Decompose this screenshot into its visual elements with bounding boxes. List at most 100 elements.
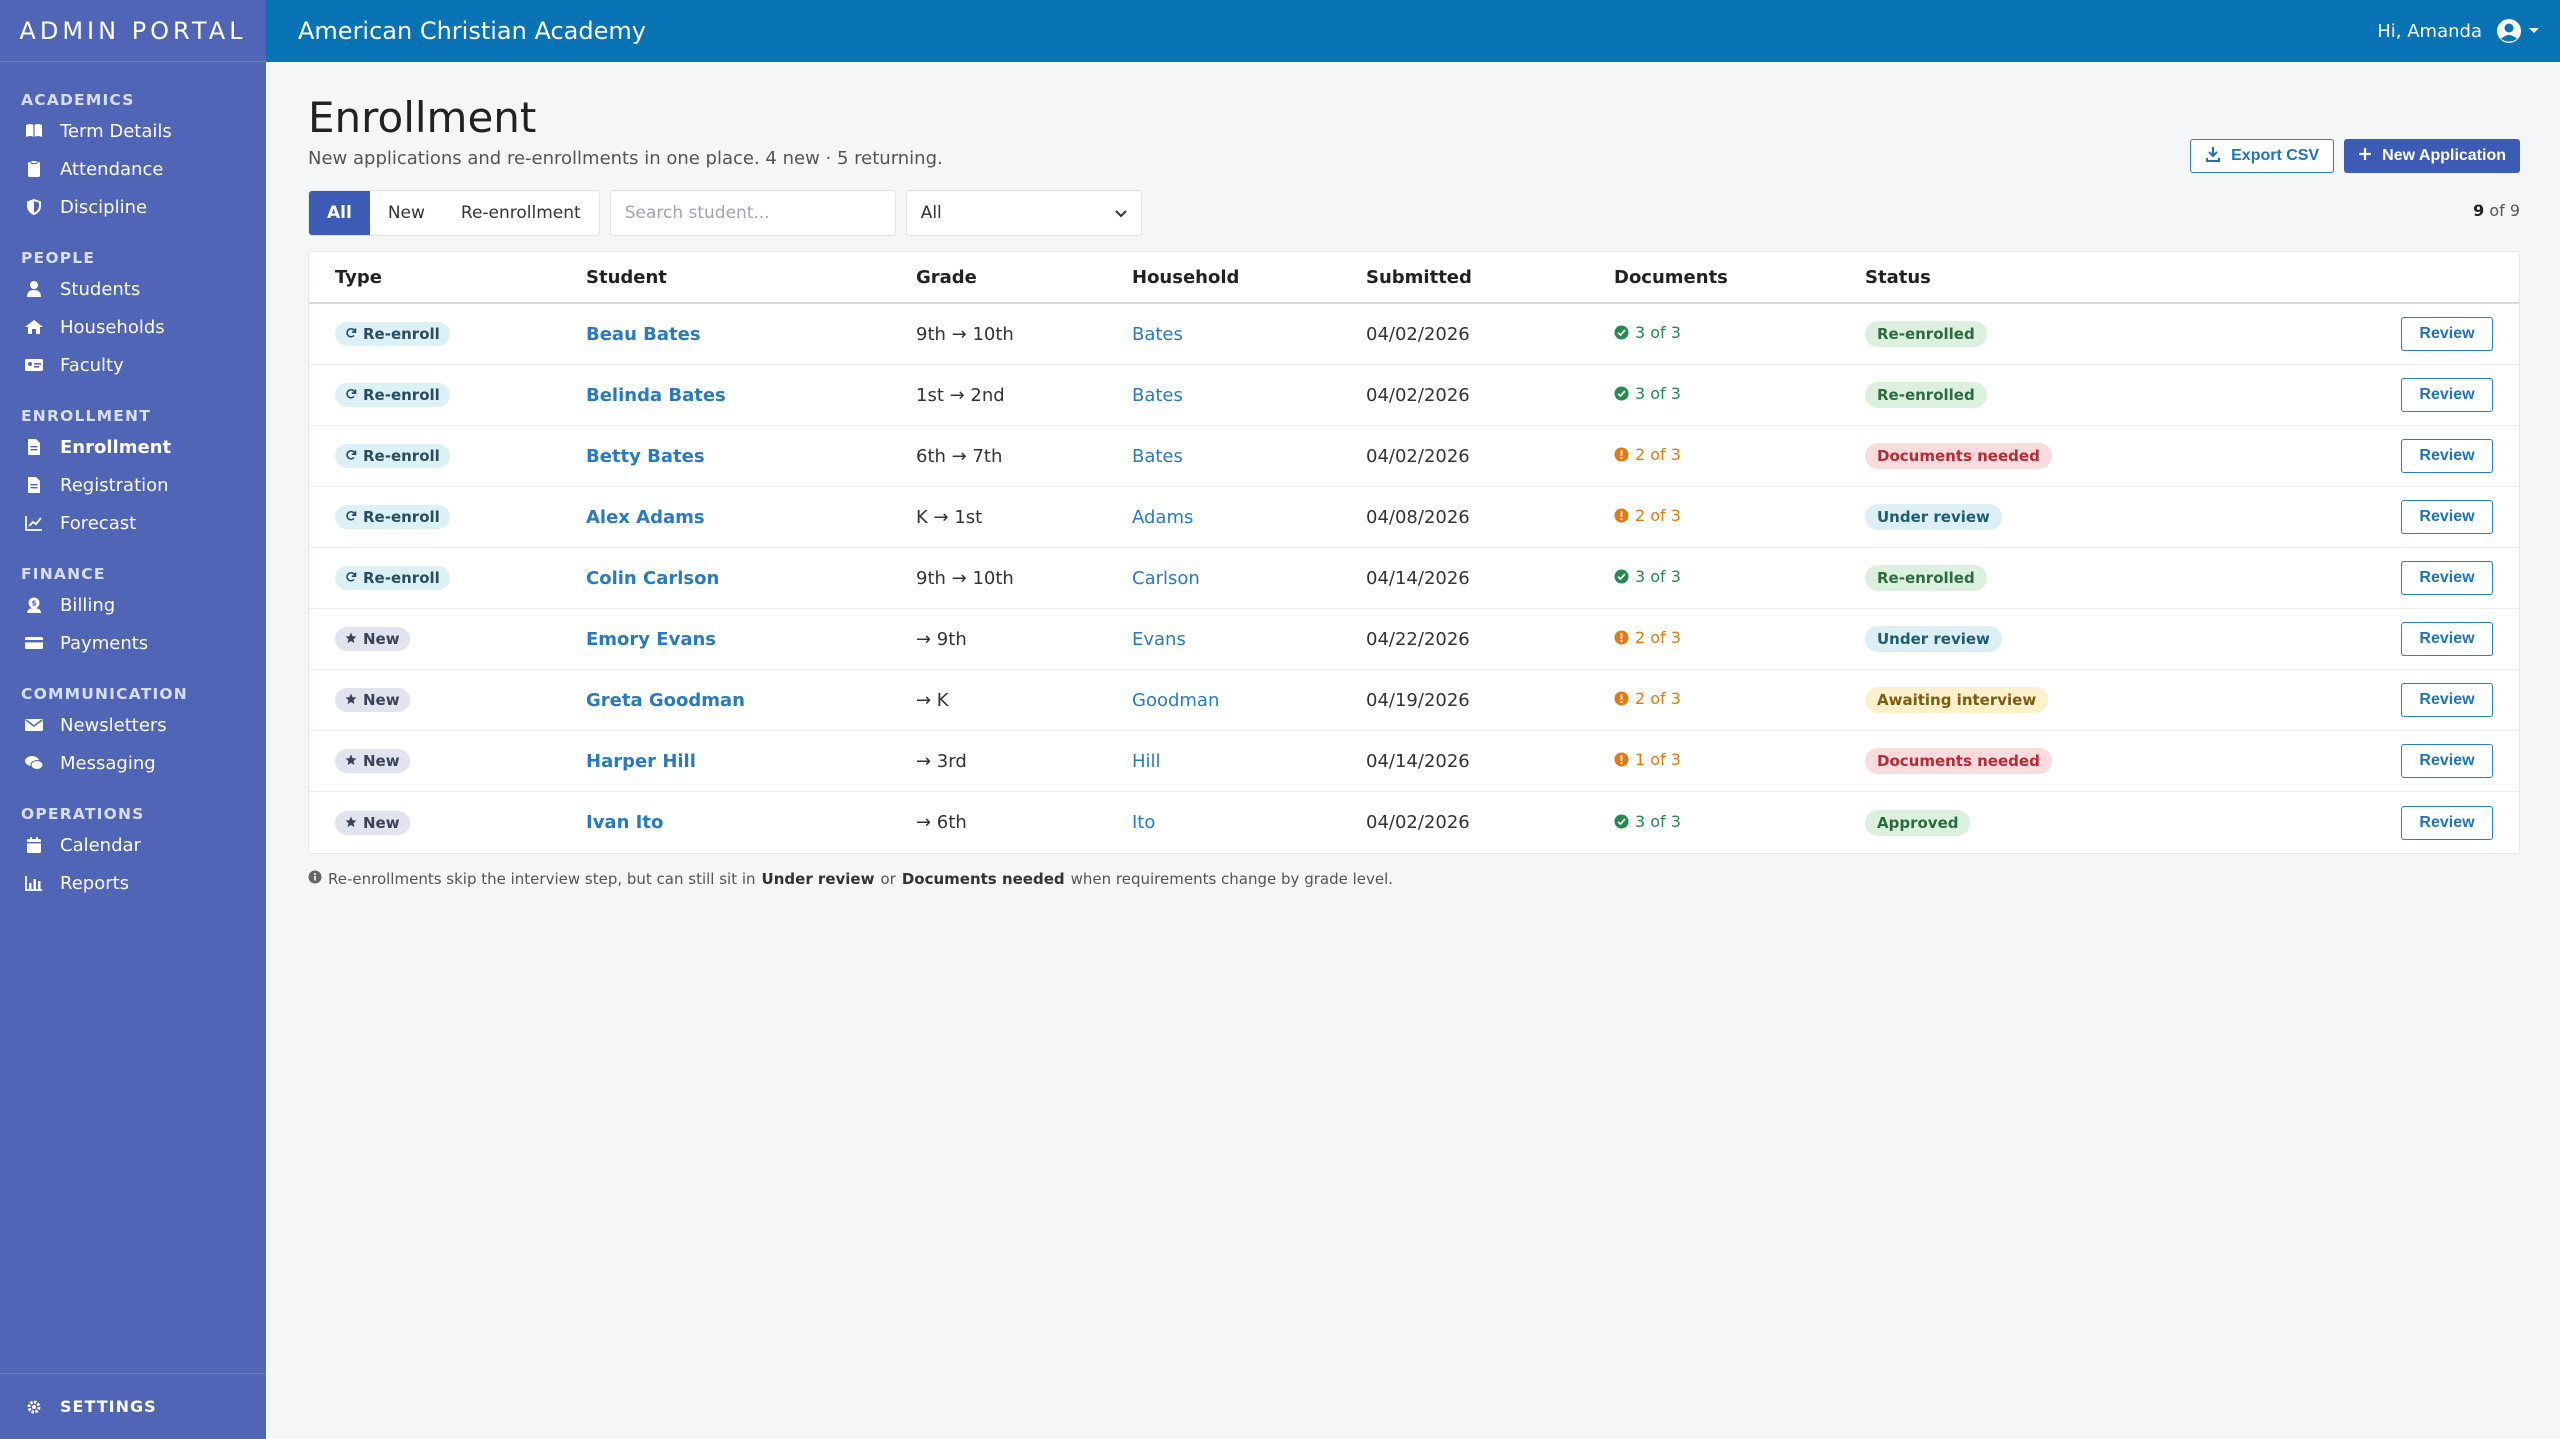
student-link[interactable]: Betty Bates: [586, 445, 705, 467]
household-link[interactable]: Ito: [1132, 812, 1156, 833]
household-link[interactable]: Goodman: [1132, 689, 1220, 711]
cell-actions: Review: [2399, 561, 2519, 595]
household-link[interactable]: Carlson: [1132, 567, 1200, 589]
check-circle-icon: [1614, 386, 1629, 401]
status-badge: Re-enrolled: [1865, 382, 1987, 408]
household-link[interactable]: Evans: [1132, 628, 1186, 650]
brand-logo: ADMIN PORTAL: [0, 0, 266, 62]
review-button[interactable]: Review: [2401, 561, 2493, 595]
household-link[interactable]: Adams: [1132, 506, 1194, 528]
type-badge: Re-enroll: [335, 505, 450, 529]
sidebar-item-payments[interactable]: Payments: [0, 624, 266, 662]
cell-grade: 9th → 10th: [916, 567, 1014, 589]
check-circle-icon: [1614, 814, 1629, 829]
sidebar-item-registration[interactable]: Registration: [0, 466, 266, 504]
result-count-shown: 9: [2473, 201, 2485, 220]
sidebar-item-households[interactable]: Households: [0, 308, 266, 346]
header-submitted[interactable]: Submitted: [1366, 266, 1472, 288]
user-menu[interactable]: Hi, Amanda: [2377, 18, 2540, 44]
settings-button[interactable]: SETTINGS: [0, 1373, 266, 1439]
sidebar-item-label: Billing: [60, 594, 116, 616]
type-badge: Re-enroll: [335, 566, 450, 590]
sidebar-item-faculty[interactable]: Faculty: [0, 346, 266, 384]
refresh-icon: [345, 569, 357, 587]
sidebar-item-enrollment[interactable]: Enrollment: [0, 428, 266, 466]
header-student[interactable]: Student: [586, 266, 667, 288]
cell-household: Bates: [1132, 446, 1366, 467]
household-link[interactable]: Bates: [1132, 323, 1183, 345]
table-header: Type Student Grade Household Submitted D…: [309, 252, 2519, 304]
type-badge: Re-enroll: [335, 383, 450, 407]
status-badge: Documents needed: [1865, 748, 2052, 774]
sidebar-item-discipline[interactable]: Discipline: [0, 188, 266, 226]
cell-grade: → 9th: [916, 628, 967, 650]
review-button[interactable]: Review: [2401, 622, 2493, 656]
review-button[interactable]: Review: [2401, 439, 2493, 473]
review-button[interactable]: Review: [2401, 317, 2493, 351]
type-label: Re-enroll: [363, 325, 440, 343]
sidebar-item-attendance[interactable]: Attendance: [0, 150, 266, 188]
cell-submitted: 04/02/2026: [1366, 445, 1470, 467]
review-button[interactable]: Review: [2401, 378, 2493, 412]
review-button[interactable]: Review: [2401, 805, 2493, 840]
documents-count: 3 of 3: [1635, 567, 1681, 586]
review-button[interactable]: Review: [2401, 683, 2493, 717]
search-input[interactable]: [609, 190, 896, 236]
table-row: Re-enroll Belinda Bates 1st → 2nd Bates 04/0…: [309, 365, 2519, 426]
sidebar-item-billing[interactable]: $ Billing: [0, 586, 266, 624]
header-documents[interactable]: Documents: [1614, 266, 1728, 288]
type-filter-tabs: All New Re-enrollment: [308, 190, 600, 236]
sidebar-item-forecast[interactable]: Forecast: [0, 504, 266, 542]
student-link[interactable]: Greta Goodman: [586, 689, 745, 711]
sidebar-item-label: Forecast: [60, 512, 137, 534]
sidebar-section-title: COMMUNICATION: [21, 685, 188, 703]
student-link[interactable]: Colin Carlson: [586, 567, 720, 589]
new-application-button[interactable]: New Application: [2344, 139, 2520, 173]
header-grade[interactable]: Grade: [916, 266, 977, 288]
student-link[interactable]: Alex Adams: [586, 506, 705, 528]
header-type[interactable]: Type: [335, 266, 382, 288]
review-button[interactable]: Review: [2401, 500, 2493, 534]
household-link[interactable]: Bates: [1132, 384, 1183, 406]
table-row: Re-enroll Beau Bates 9th → 10th Bates 04/02/…: [309, 304, 2519, 365]
user-icon: [24, 279, 44, 299]
type-label: Re-enroll: [363, 508, 440, 526]
sidebar-section-communication: COMMUNICATION Newsletters Messaging: [0, 682, 266, 782]
sidebar-item-newsletters[interactable]: Newsletters: [0, 706, 266, 744]
student-link[interactable]: Harper Hill: [586, 750, 696, 772]
footnote-bold-1: Under review: [761, 870, 875, 888]
dollar-icon: $: [24, 595, 44, 615]
header-household[interactable]: Household: [1132, 266, 1240, 288]
student-link[interactable]: Belinda Bates: [586, 384, 726, 406]
cell-status: Awaiting interview: [1865, 687, 2399, 713]
student-link[interactable]: Ivan Ito: [586, 812, 664, 833]
avatar-icon: [2496, 18, 2522, 44]
sidebar-item-term-details[interactable]: Term Details: [0, 112, 266, 150]
household-link[interactable]: Hill: [1132, 750, 1161, 772]
export-csv-button[interactable]: Export CSV: [2190, 139, 2335, 173]
chat-icon: [24, 753, 44, 773]
tab-re-enrollment[interactable]: Re-enrollment: [442, 191, 599, 235]
sidebar-item-reports[interactable]: Reports: [0, 864, 266, 902]
student-link[interactable]: Beau Bates: [586, 323, 701, 345]
type-label: Re-enroll: [363, 386, 440, 404]
documents-count: 2 of 3: [1635, 506, 1681, 525]
status-select[interactable]: All: [905, 190, 1142, 236]
student-link[interactable]: Emory Evans: [586, 628, 716, 650]
household-link[interactable]: Bates: [1132, 445, 1183, 467]
download-icon: [2205, 146, 2221, 167]
cell-status: Re-enrolled: [1865, 565, 2399, 591]
cell-household: Carlson: [1132, 568, 1366, 589]
result-count-total: of 9: [2489, 201, 2520, 220]
sidebar-nav: ACADEMICS Term Details Attendance Disciplin…: [0, 62, 266, 902]
sidebar-section-title: FINANCE: [21, 565, 106, 583]
status-badge: Re-enrolled: [1865, 565, 1987, 591]
tab-all[interactable]: All: [309, 191, 370, 235]
sidebar-item-label: Reports: [60, 872, 130, 894]
sidebar-item-calendar[interactable]: Calendar: [0, 826, 266, 864]
header-status[interactable]: Status: [1865, 266, 1931, 288]
sidebar-item-students[interactable]: Students: [0, 270, 266, 308]
sidebar-item-messaging[interactable]: Messaging: [0, 744, 266, 782]
tab-new[interactable]: New: [369, 191, 443, 235]
review-button[interactable]: Review: [2401, 744, 2493, 778]
